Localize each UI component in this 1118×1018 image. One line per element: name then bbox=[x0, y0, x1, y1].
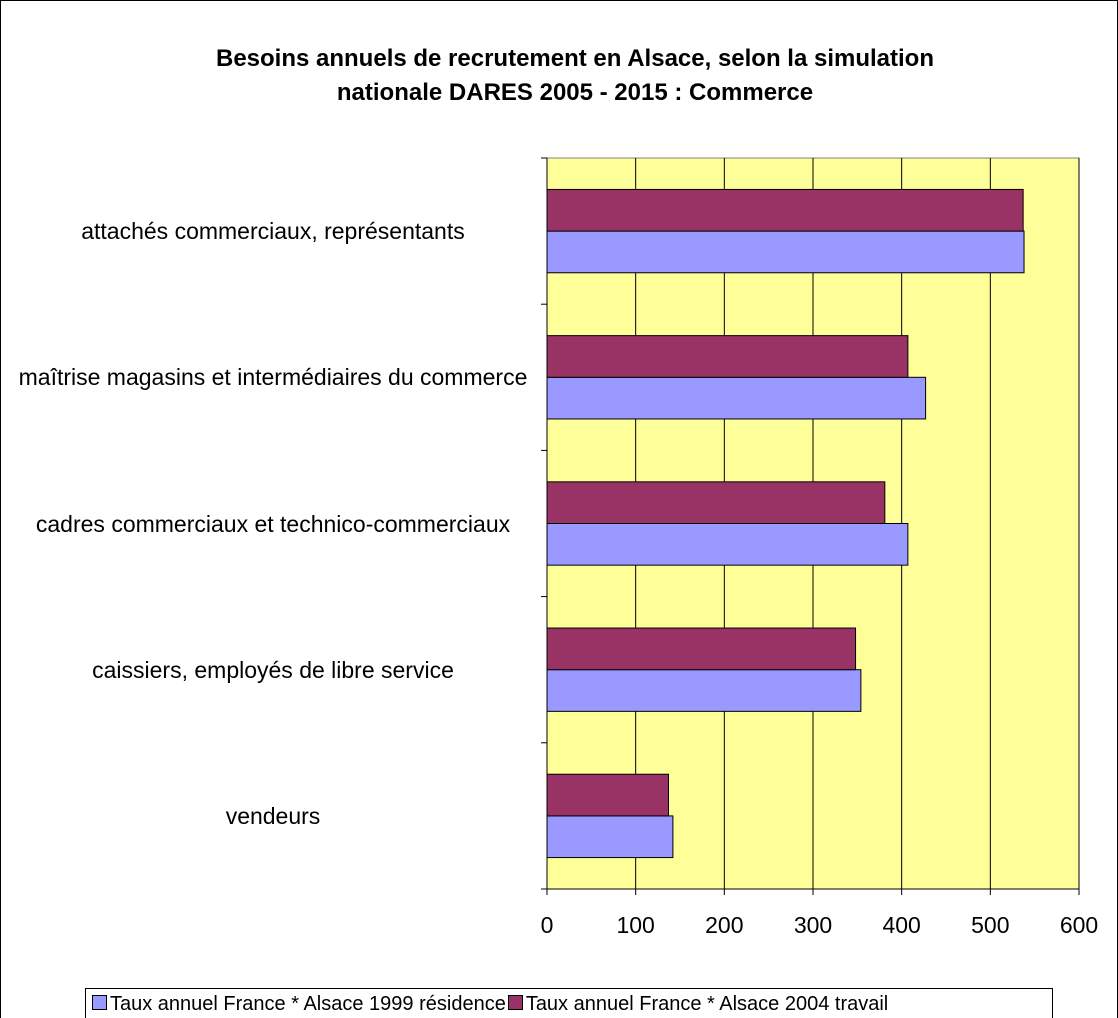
x-tick-label: 300 bbox=[794, 912, 832, 938]
x-tick-label: 600 bbox=[1060, 912, 1098, 938]
bar bbox=[546, 335, 909, 378]
legend-label: Taux annuel France * Alsace 2004 travail bbox=[525, 993, 889, 1015]
bar bbox=[546, 523, 909, 566]
bar bbox=[546, 815, 674, 859]
x-tick-label: 100 bbox=[616, 912, 654, 938]
y-tick-label: attachés commerciaux, représentants bbox=[81, 218, 465, 245]
x-tick-label: 400 bbox=[882, 912, 920, 938]
legend-swatch bbox=[507, 995, 523, 1010]
bar bbox=[546, 481, 886, 525]
bar bbox=[546, 230, 1025, 274]
y-tick-label: caissiers, employés de libre service bbox=[92, 656, 454, 683]
x-tick-label: 200 bbox=[705, 912, 743, 938]
y-tick-label: vendeurs bbox=[225, 802, 321, 829]
bar bbox=[546, 376, 927, 420]
legend: Taux annuel France * Alsace 1999 résiden… bbox=[85, 988, 1053, 1018]
x-tick-label: 0 bbox=[541, 912, 554, 938]
bar bbox=[546, 669, 862, 712]
bar bbox=[546, 627, 857, 671]
chart-title: Besoins annuels de recrutement en Alsace… bbox=[215, 45, 934, 106]
x-tick-label: 500 bbox=[971, 912, 1009, 938]
legend-swatch bbox=[92, 995, 107, 1010]
y-tick-label: cadres commerciaux et technico-commercia… bbox=[35, 510, 511, 537]
y-tick-label: maîtrise magasins et intermédiaires du c… bbox=[18, 364, 528, 391]
bar bbox=[546, 188, 1024, 232]
bar bbox=[546, 773, 669, 817]
legend-label: Taux annuel France * Alsace 1999 résiden… bbox=[110, 993, 506, 1015]
